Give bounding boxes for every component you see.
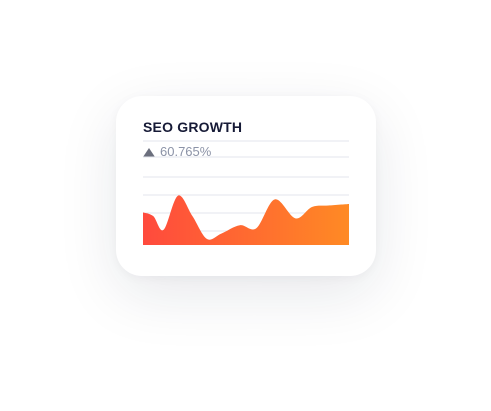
growth-value: 60.765% [160, 144, 212, 159]
seo-growth-area-chart [143, 140, 349, 245]
growth-indicator: 60.765% [143, 144, 211, 160]
area-series [143, 195, 349, 245]
triangle-up-icon [143, 147, 155, 157]
seo-growth-card: SEO GROWTH 60.765% [116, 96, 376, 276]
card-title: SEO GROWTH [143, 119, 243, 135]
